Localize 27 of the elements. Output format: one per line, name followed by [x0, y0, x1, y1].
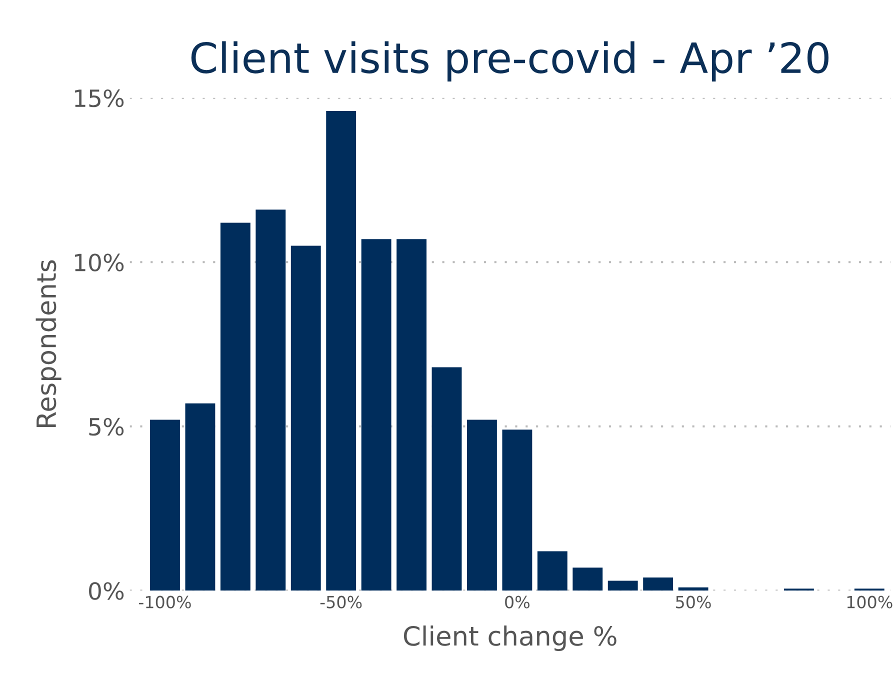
bar — [256, 210, 286, 591]
y-axis-title: Respondents — [36, 260, 62, 427]
bar — [396, 239, 427, 591]
x-tick-label: -100% — [138, 596, 191, 608]
bar — [432, 367, 462, 591]
y-tick-label: 10% — [75, 254, 124, 272]
bar — [150, 420, 180, 591]
bar — [467, 420, 497, 591]
x-tick-label: 100% — [847, 596, 892, 608]
bar — [290, 246, 321, 591]
bar — [220, 222, 250, 591]
bar — [572, 568, 603, 591]
x-axis-title: Client change % — [404, 626, 616, 652]
bar — [537, 551, 568, 591]
x-tick-label: -50% — [320, 596, 362, 608]
bar — [185, 403, 216, 591]
y-tick-label: 5% — [89, 418, 124, 436]
x-tick-label: 0% — [505, 596, 530, 608]
x-tick-label: 50% — [676, 596, 711, 608]
bar — [326, 111, 356, 591]
bar — [361, 239, 392, 591]
bar — [678, 587, 708, 591]
y-tick-label: 15% — [75, 89, 124, 108]
chart-title: Client visits pre-covid - Apr ’20 — [191, 41, 828, 82]
bar — [608, 580, 638, 591]
bar — [643, 577, 674, 591]
bar — [502, 430, 532, 591]
